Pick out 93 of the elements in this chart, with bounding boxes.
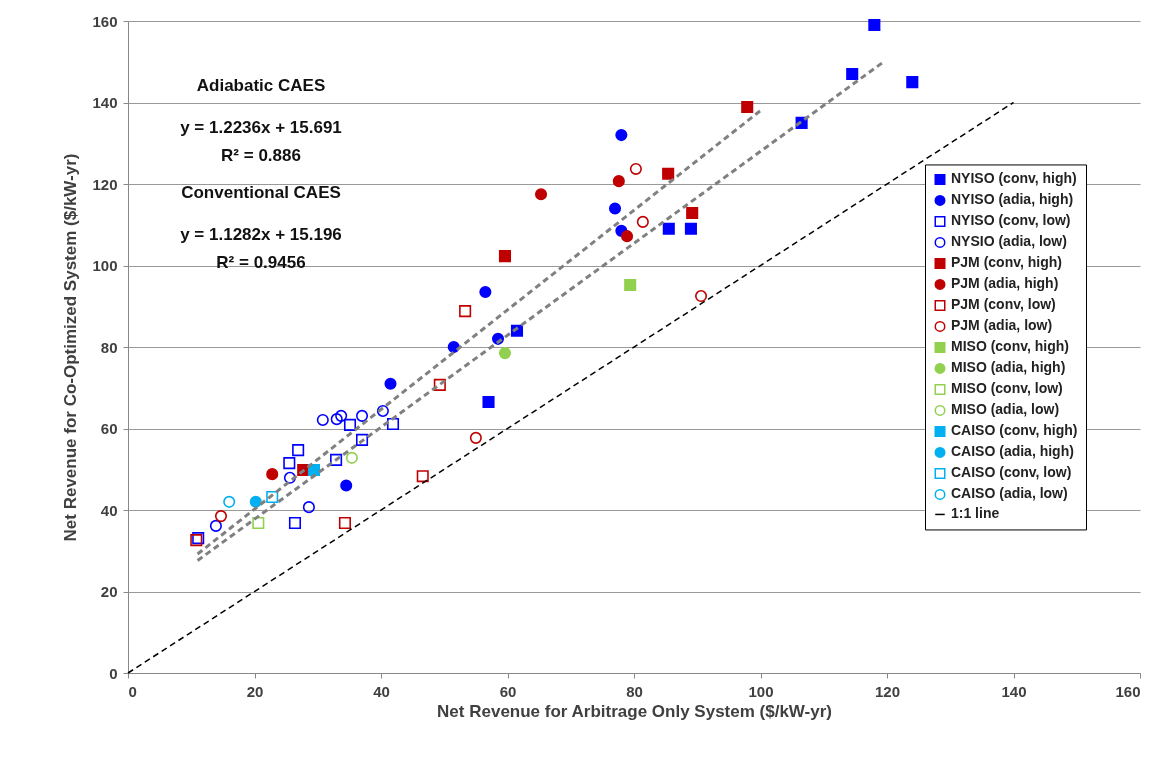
point bbox=[662, 167, 675, 180]
y-tick-label: 140 bbox=[92, 94, 118, 111]
point bbox=[868, 19, 881, 32]
legend-label: NYSIO (adia, low) bbox=[951, 233, 1067, 250]
x-tick-label: 0 bbox=[128, 682, 137, 700]
x-tick-label: 140 bbox=[1001, 682, 1027, 700]
y-tick-label: 60 bbox=[100, 420, 118, 437]
legend-label: NYISO (conv, low) bbox=[951, 212, 1071, 229]
point bbox=[252, 517, 265, 530]
point bbox=[662, 222, 675, 235]
point bbox=[636, 215, 649, 228]
point bbox=[302, 501, 315, 514]
point bbox=[684, 222, 697, 235]
point bbox=[340, 479, 353, 492]
point bbox=[288, 517, 302, 530]
legend-label: CAISO (adia, low) bbox=[951, 485, 1068, 502]
point bbox=[283, 471, 296, 484]
legend-label: CAISO (adia, high) bbox=[951, 443, 1074, 460]
point bbox=[686, 206, 699, 219]
point bbox=[534, 188, 548, 201]
annotation: y = 1.2236x + 15.691 bbox=[180, 118, 342, 137]
legend-label: MISO (conv, low) bbox=[951, 380, 1063, 397]
x-tick-label: 40 bbox=[373, 682, 390, 700]
legend-label: 1:1 line bbox=[951, 505, 1000, 522]
point bbox=[612, 175, 625, 188]
point bbox=[695, 290, 708, 303]
point bbox=[209, 519, 222, 532]
y-tick-label: 80 bbox=[100, 338, 118, 356]
legend-label: PJM (adia, high) bbox=[951, 275, 1059, 292]
point bbox=[355, 433, 369, 446]
legend-label: PJM (conv, low) bbox=[951, 296, 1056, 313]
annotation: R² = 0.886 bbox=[221, 146, 301, 165]
x-tick-label: 80 bbox=[626, 682, 643, 700]
legend-label: PJM (adia, low) bbox=[951, 317, 1053, 334]
y-tick-label: 0 bbox=[109, 664, 118, 682]
point bbox=[846, 67, 859, 81]
legend-label: CAISO (conv, high) bbox=[951, 422, 1078, 439]
point bbox=[249, 495, 262, 508]
point bbox=[283, 457, 296, 470]
legend-label: PJM (conv, high) bbox=[951, 254, 1062, 271]
point bbox=[330, 413, 343, 426]
point bbox=[214, 510, 228, 523]
annotation: Conventional CAES bbox=[181, 183, 341, 202]
y-tick-label: 100 bbox=[92, 257, 118, 274]
point bbox=[624, 279, 637, 292]
point bbox=[316, 413, 329, 426]
point bbox=[338, 517, 351, 530]
x-axis-title: Net Revenue for Arbitrage Only System ($/kW-yr) bbox=[437, 701, 832, 721]
point bbox=[345, 451, 358, 464]
x-tick-label: 60 bbox=[499, 682, 517, 700]
point bbox=[482, 395, 495, 409]
legend-label: MISO (adia, low) bbox=[951, 401, 1060, 418]
legend-label: CAISO (conv, low) bbox=[951, 464, 1072, 481]
y-tick-label: 120 bbox=[92, 175, 118, 193]
point bbox=[433, 378, 446, 391]
point bbox=[292, 444, 305, 457]
y-tick-label: 160 bbox=[92, 12, 118, 30]
point bbox=[741, 100, 754, 114]
point bbox=[469, 431, 482, 444]
point bbox=[266, 468, 279, 481]
point bbox=[266, 490, 279, 503]
point bbox=[479, 285, 492, 299]
point bbox=[335, 409, 348, 422]
point bbox=[416, 470, 429, 483]
legend-label: NYISO (conv, high) bbox=[951, 170, 1077, 187]
point bbox=[459, 305, 472, 318]
x-tick-label: 160 bbox=[1115, 682, 1141, 700]
point bbox=[386, 417, 400, 431]
point bbox=[498, 347, 512, 360]
point bbox=[621, 230, 634, 243]
point bbox=[498, 250, 512, 263]
point bbox=[355, 409, 369, 422]
point bbox=[608, 202, 622, 215]
annotation: R² = 0.9456 bbox=[216, 253, 306, 272]
point bbox=[629, 162, 642, 175]
point bbox=[906, 76, 919, 89]
point bbox=[615, 129, 628, 142]
point bbox=[330, 453, 343, 466]
annotation: Adiabatic CAES bbox=[196, 76, 326, 95]
x-tick-label: 100 bbox=[748, 682, 774, 700]
annotation: y = 1.1282x + 15.196 bbox=[180, 225, 342, 244]
point bbox=[384, 377, 397, 390]
x-tick-label: 20 bbox=[246, 682, 264, 700]
point bbox=[223, 495, 236, 508]
legend-label: NYISO (adia, high) bbox=[951, 191, 1074, 208]
legend-label: MISO (conv, high) bbox=[951, 338, 1069, 355]
x-tick-label: 120 bbox=[874, 682, 901, 700]
y-tick-label: 20 bbox=[100, 583, 118, 600]
legend-label: MISO (adia, high) bbox=[951, 359, 1066, 376]
y-axis-title: Net Revenue for Co-Optimized System ($/kW-yr) bbox=[61, 153, 81, 542]
point bbox=[376, 404, 389, 418]
y-tick-label: 40 bbox=[100, 501, 118, 519]
point bbox=[343, 418, 357, 431]
